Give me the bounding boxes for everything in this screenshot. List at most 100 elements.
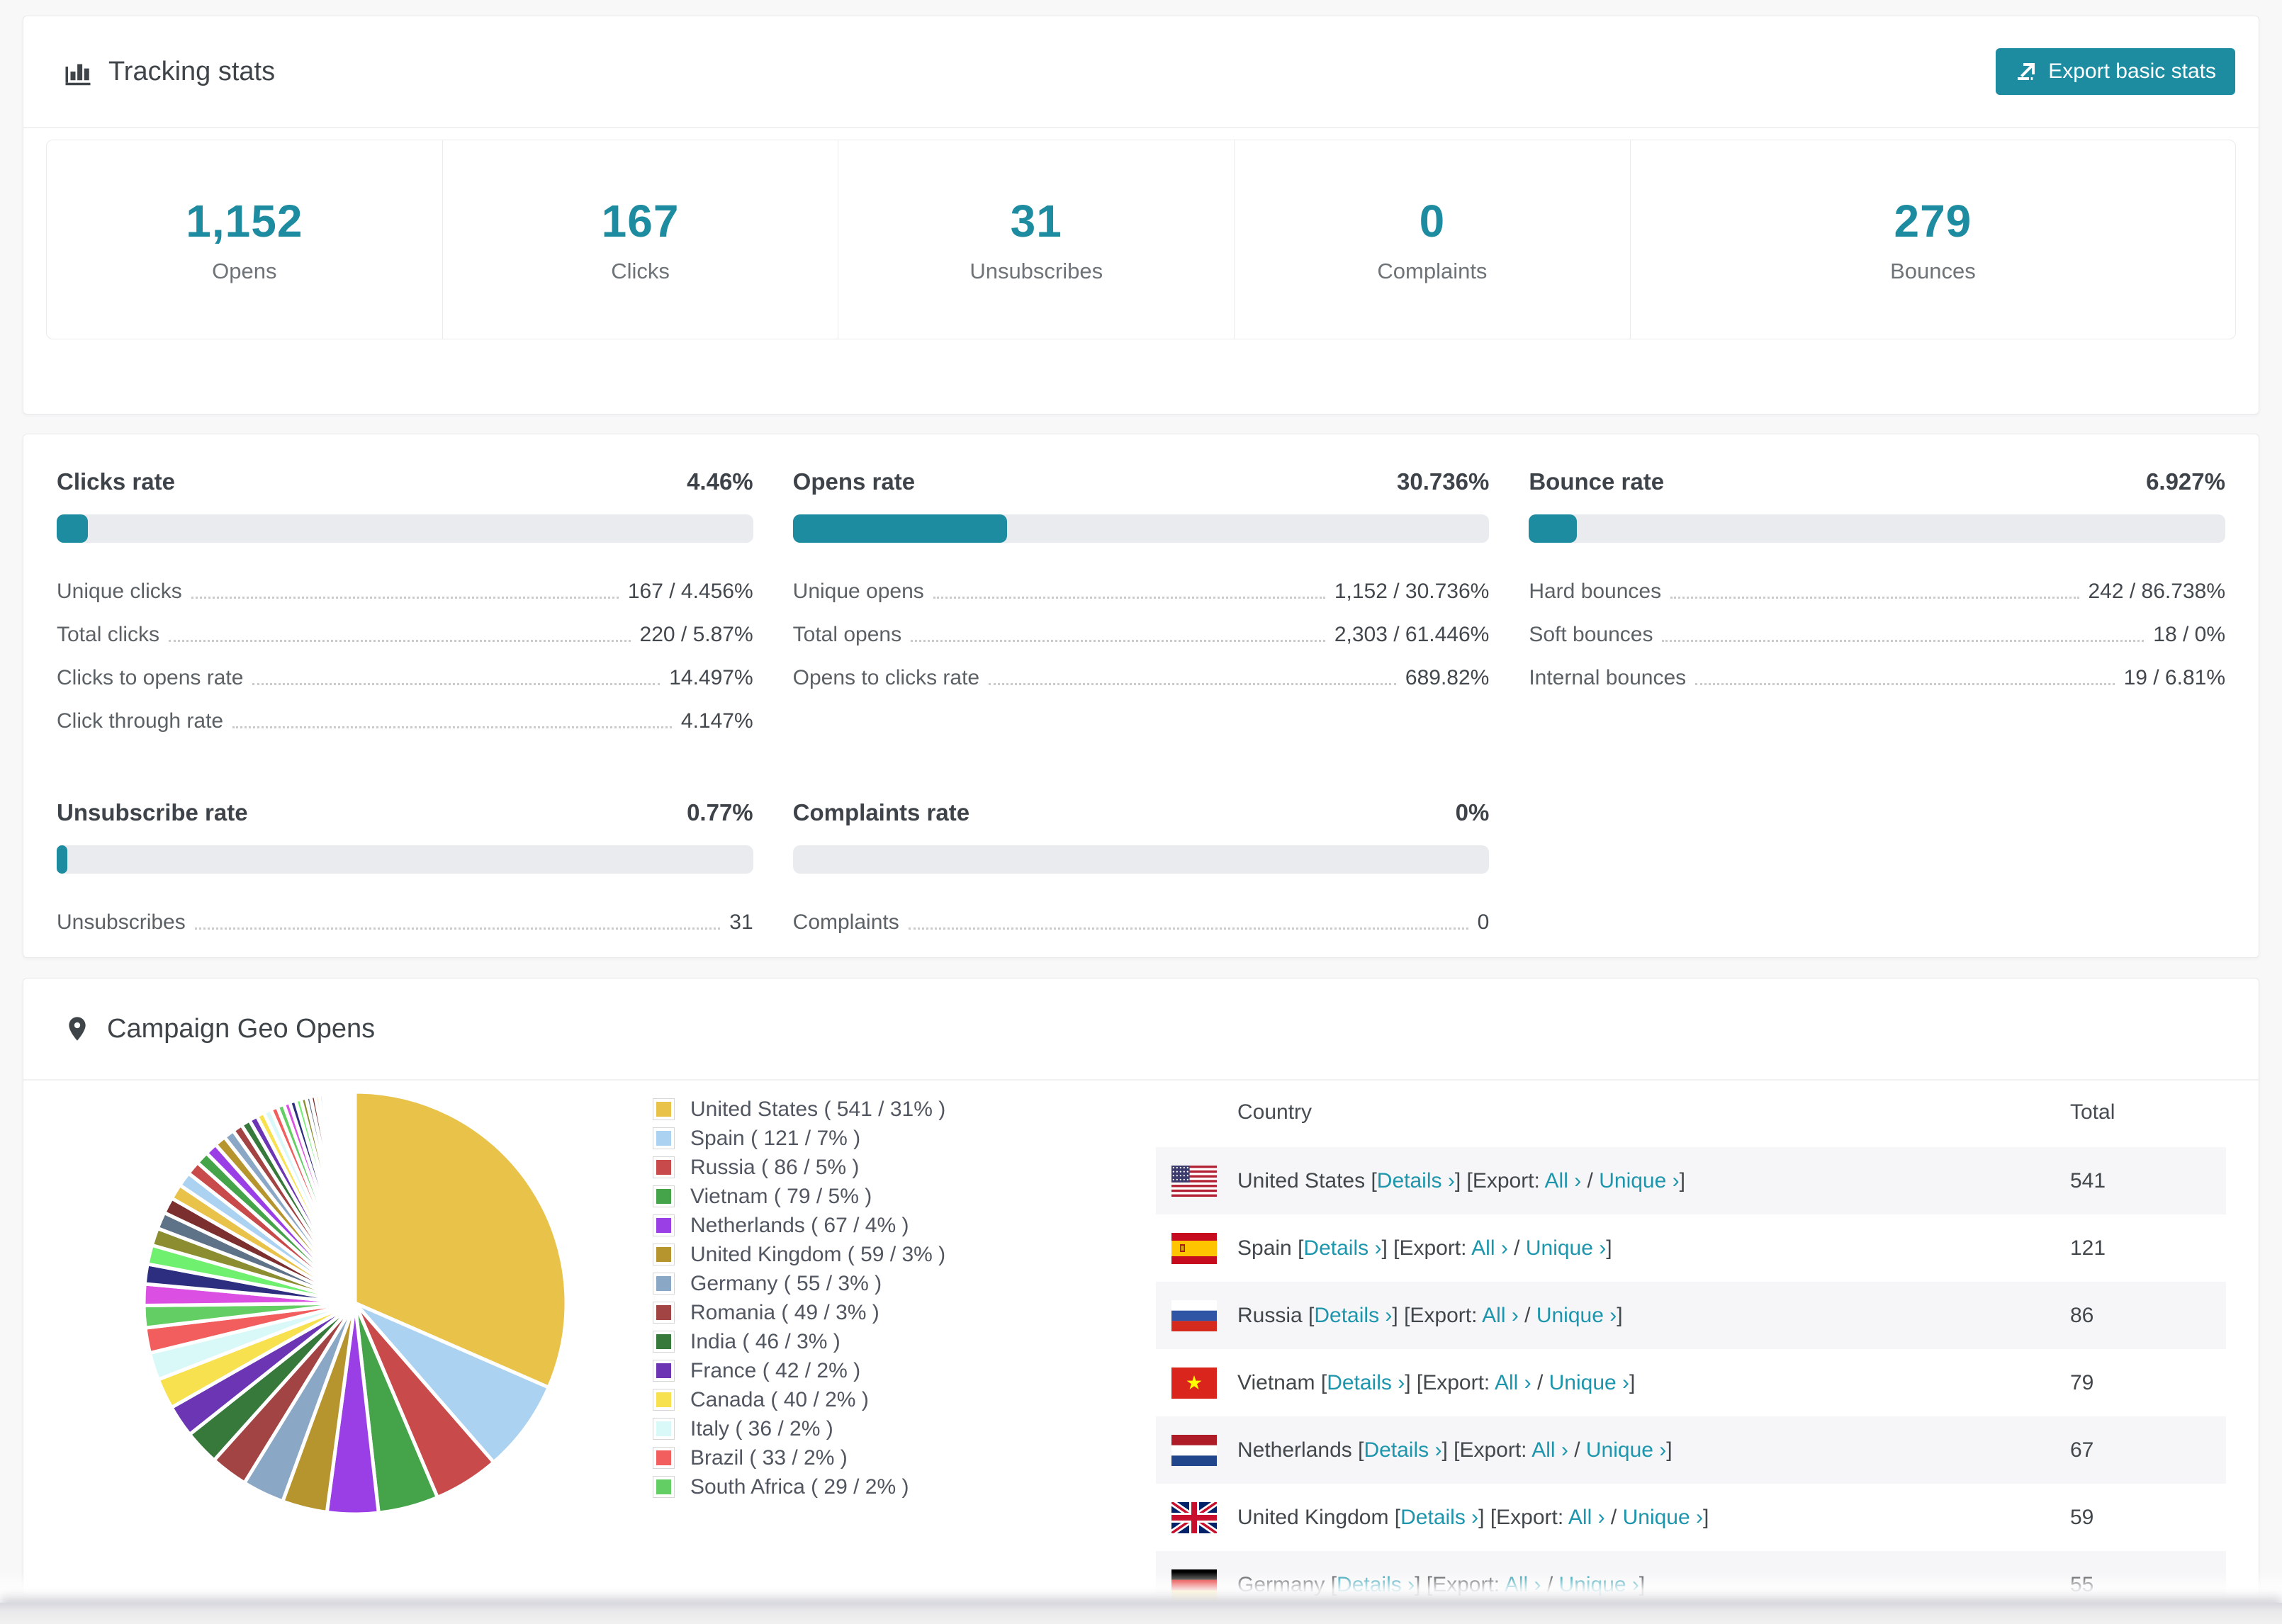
rate-item-value: 242 / 86.738% — [2088, 580, 2226, 603]
legend-swatch — [653, 1244, 675, 1265]
geo-opens-pie-chart — [142, 1090, 568, 1516]
rate-item: Clicks to opens rate 14.497% — [57, 666, 753, 690]
export-all-link[interactable]: All › — [1531, 1438, 1568, 1462]
table-row: Vietnam [Details ›] [Export: All › / Uni… — [1156, 1349, 2226, 1416]
summary-stat: 0 Complaints — [1235, 140, 1631, 339]
column-header-country: Country — [1237, 1100, 1313, 1124]
opens-rate-progress-fill — [792, 514, 1007, 543]
rate-item: Complaints 0 — [793, 910, 1490, 935]
legend-label: United States ( 541 / 31% ) — [690, 1097, 946, 1121]
legend-label: Italy ( 36 / 2% ) — [690, 1416, 833, 1440]
export-unique-link[interactable]: Unique › — [1536, 1303, 1617, 1327]
geo-title: Campaign Geo Opens — [107, 1013, 376, 1044]
rate-item-value: 167 / 4.456% — [627, 580, 753, 603]
geo-header: Campaign Geo Opens — [23, 979, 2259, 1081]
legend-item: Spain ( 121 / 7% ) — [653, 1124, 945, 1153]
summary-stat-label: Unsubscribes — [969, 259, 1103, 283]
rate-item: Total clicks 220 / 5.87% — [57, 623, 753, 647]
legend-label: Romania ( 49 / 3% ) — [690, 1300, 879, 1324]
legend-label: India ( 46 / 3% ) — [690, 1329, 841, 1353]
summary-stat-label: Clicks — [611, 259, 670, 283]
rate-item-value: 689.82% — [1405, 666, 1490, 689]
bar-chart-icon — [65, 64, 91, 86]
export-all-link[interactable]: All › — [1494, 1370, 1531, 1394]
rate-item-value: 0 — [1477, 910, 1490, 934]
export-unique-link[interactable]: Unique › — [1548, 1370, 1630, 1394]
details-link[interactable]: Details › — [1337, 1572, 1415, 1596]
export-all-link[interactable]: All › — [1568, 1505, 1605, 1529]
table-row: Russia [Details ›] [Export: All › / Uniq… — [1156, 1282, 2226, 1349]
country-name: Vietnam — [1237, 1370, 1315, 1394]
rate-item-label: Complaints — [792, 910, 899, 934]
summary-stat: 167 Clicks — [443, 140, 839, 339]
export-all-link[interactable]: All › — [1544, 1168, 1582, 1192]
geo-opens-table: Country Total United States [Details ›] … — [1156, 1078, 2226, 1603]
map-pin-icon — [69, 1017, 86, 1041]
bounce-rate-progressbar — [1529, 514, 2225, 543]
export-unique-link[interactable]: Unique › — [1585, 1438, 1667, 1462]
export-unique-link[interactable]: Unique › — [1599, 1168, 1680, 1192]
rate-item-label: Opens to clicks rate — [792, 666, 980, 689]
bounce-rate-title: Bounce rate — [1529, 468, 1665, 495]
tracking-stats-title: Tracking stats — [63, 57, 275, 87]
summary-stat-label: Complaints — [1377, 259, 1488, 283]
legend-item: United States ( 541 / 31% ) — [653, 1095, 945, 1124]
dotted-leader — [933, 597, 1325, 599]
viewport-bottom-edge — [0, 1603, 2282, 1624]
dotted-leader — [908, 927, 1468, 930]
country-name: Russia — [1237, 1303, 1303, 1327]
legend-swatch — [653, 1476, 675, 1498]
rate-item-value: 1,152 / 30.736% — [1334, 580, 1490, 603]
country-name: Germany — [1237, 1572, 1325, 1596]
export-unique-link[interactable]: Unique › — [1622, 1505, 1703, 1529]
export-unique-link[interactable]: Unique › — [1558, 1572, 1639, 1596]
page-title: Tracking stats — [108, 56, 276, 86]
details-link[interactable]: Details › — [1364, 1438, 1442, 1462]
rate-item-value: 14.497% — [669, 666, 753, 689]
bounce-rate-progress-fill — [1529, 514, 1578, 543]
tracking-stats-card: Tracking stats Export basic stats 1,152 … — [23, 16, 2259, 415]
table-row: United Kingdom [Details ›] [Export: All … — [1156, 1484, 2226, 1551]
legend-swatch — [653, 1127, 675, 1149]
legend-swatch — [653, 1331, 675, 1353]
summary-stat-label: Bounces — [1890, 259, 1976, 283]
details-link[interactable]: Details › — [1376, 1168, 1455, 1192]
opens-rate-value: 30.736% — [1397, 468, 1490, 495]
legend-swatch — [653, 1156, 675, 1178]
export-all-link[interactable]: All › — [1471, 1236, 1508, 1260]
details-link[interactable]: Details › — [1314, 1303, 1393, 1327]
details-link[interactable]: Details › — [1400, 1505, 1479, 1529]
details-link[interactable]: Details › — [1327, 1370, 1405, 1394]
country-flag-icon — [1171, 1165, 1217, 1197]
clicks-rate-items: Unique clicks 167 / 4.456% Total clicks … — [57, 580, 753, 733]
dotted-leader — [989, 683, 1396, 685]
rate-item-value: 18 / 0% — [2153, 623, 2225, 646]
dotted-leader — [252, 683, 661, 685]
export-icon — [2018, 63, 2035, 80]
legend-item: Germany ( 55 / 3% ) — [653, 1269, 945, 1298]
country-total: 55 — [2070, 1572, 2094, 1596]
rate-item-label: Clicks to opens rate — [57, 666, 244, 689]
country-flag-icon — [1171, 1232, 1217, 1264]
summary-stat-value: 167 — [601, 196, 680, 247]
country-name: United Kingdom — [1237, 1505, 1389, 1529]
dotted-leader — [194, 927, 721, 930]
unsubscribe-rate-progressbar — [57, 845, 753, 874]
legend-swatch — [653, 1302, 675, 1324]
legend-label: Germany ( 55 / 3% ) — [690, 1271, 882, 1295]
country-total: 79 — [2070, 1370, 2094, 1394]
table-row: United States [Details ›] [Export: All ›… — [1156, 1147, 2226, 1214]
export-all-link[interactable]: All › — [1482, 1303, 1519, 1327]
legend-swatch — [653, 1273, 675, 1295]
details-link[interactable]: Details › — [1303, 1236, 1382, 1260]
export-basic-stats-button[interactable]: Export basic stats — [1996, 48, 2235, 95]
complaints-rate-items: Complaints 0 — [793, 910, 1490, 935]
export-unique-link[interactable]: Unique › — [1525, 1236, 1607, 1260]
table-row: Spain [Details ›] [Export: All › / Uniqu… — [1156, 1214, 2226, 1282]
table-row: Netherlands [Details ›] [Export: All › /… — [1156, 1416, 2226, 1484]
legend-label: Netherlands ( 67 / 4% ) — [690, 1213, 909, 1237]
rate-item-label: Soft bounces — [1529, 623, 1653, 646]
legend-swatch — [653, 1214, 675, 1236]
clicks-rate-value: 4.46% — [687, 468, 753, 495]
export-all-link[interactable]: All › — [1504, 1572, 1541, 1596]
